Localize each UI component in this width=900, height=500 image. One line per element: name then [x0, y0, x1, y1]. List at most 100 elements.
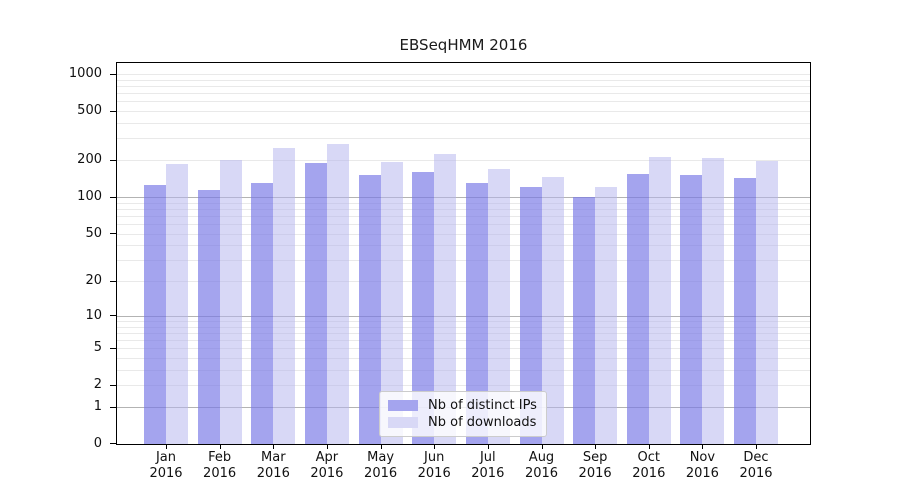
y-tick-label-500: 500 [77, 103, 102, 119]
x-tick-mark-jul [487, 444, 489, 449]
x-tick-label-sep: Sep 2016 [578, 450, 612, 481]
gridline-500 [117, 111, 810, 113]
bar-distinct-ips-oct [626, 174, 649, 444]
gridline-200 [117, 160, 810, 162]
gridline-40 [117, 245, 810, 247]
gridline-decade-100 [117, 197, 810, 198]
y-tick-mark-1 [110, 406, 116, 408]
x-tick-label-feb: Feb 2016 [203, 450, 237, 481]
bar-downloads-may [380, 162, 403, 444]
bar-downloads-jun [434, 153, 457, 444]
bar-downloads-jul [487, 169, 510, 444]
bar-distinct-ips-jul [465, 182, 488, 444]
bar-distinct-ips-mar [251, 183, 274, 444]
gridline-8 [117, 326, 810, 328]
x-tick-label-nov: Nov 2016 [685, 450, 719, 481]
y-tick-mark-50 [110, 233, 116, 235]
bar-downloads-sep [595, 187, 618, 444]
bar-distinct-ips-may [358, 175, 381, 444]
y-tick-label-2: 2 [93, 377, 102, 393]
plot-area: Nb of distinct IPs Nb of downloads [116, 62, 811, 445]
bar-distinct-ips-jan [144, 185, 166, 444]
gridline-1000 [117, 74, 810, 75]
x-tick-label-oct: Oct 2016 [632, 450, 666, 481]
x-tick-mark-apr [326, 444, 328, 449]
x-tick-label-jan: Jan 2016 [149, 450, 183, 481]
bar-downloads-nov [702, 158, 725, 444]
y-tick-mark-5 [110, 347, 116, 349]
gridline-9 [117, 320, 810, 322]
gridline-900 [117, 79, 810, 81]
gridline-600 [117, 101, 810, 103]
y-tick-mark-500 [110, 110, 116, 112]
bar-distinct-ips-jun [412, 172, 435, 444]
y-tick-mark-10 [110, 315, 116, 317]
bar-distinct-ips-sep [573, 197, 596, 444]
gridline-3 [117, 370, 810, 371]
y-tick-mark-100 [110, 196, 116, 198]
legend-label-distinct-ips: Nb of distinct IPs [428, 398, 537, 413]
legend: Nb of distinct IPs Nb of downloads [379, 391, 547, 437]
x-tick-label-jun: Jun 2016 [417, 450, 451, 481]
legend-item-downloads: Nb of downloads [388, 414, 538, 431]
gridline-4 [117, 358, 810, 359]
bar-distinct-ips-apr [304, 163, 327, 444]
bar-downloads-apr [326, 143, 349, 444]
gridline-7 [117, 332, 810, 334]
bar-downloads-aug [541, 176, 564, 444]
x-tick-mark-may [380, 444, 382, 449]
bar-downloads-jan [166, 164, 188, 444]
x-tick-label-jul: Jul 2016 [471, 450, 505, 481]
y-tick-label-10: 10 [85, 307, 102, 323]
gridline-20 [117, 281, 810, 283]
y-tick-mark-20 [110, 280, 116, 282]
x-tick-mark-oct [648, 444, 650, 449]
gridline-70 [117, 215, 810, 217]
legend-swatch-downloads [388, 417, 418, 428]
x-tick-mark-nov [702, 444, 704, 449]
gridline-400 [117, 123, 810, 125]
gridline-700 [117, 93, 810, 95]
y-tick-mark-2 [110, 384, 116, 386]
bar-downloads-feb [219, 160, 242, 444]
x-tick-mark-jun [434, 444, 436, 449]
bar-distinct-ips-dec [734, 177, 756, 444]
gridline-60 [117, 224, 810, 225]
legend-label-downloads: Nb of downloads [428, 415, 537, 430]
gridline-80 [117, 208, 810, 210]
y-tick-label-20: 20 [85, 273, 102, 289]
y-tick-label-1000: 1000 [68, 66, 102, 81]
x-tick-mark-dec [756, 444, 757, 449]
bar-distinct-ips-nov [680, 175, 703, 444]
gridline-90 [117, 202, 810, 204]
x-tick-label-dec: Dec 2016 [739, 450, 773, 481]
x-tick-label-apr: Apr 2016 [310, 450, 344, 481]
x-tick-label-mar: Mar 2016 [256, 450, 290, 481]
y-tick-mark-200 [110, 159, 116, 161]
gridline-300 [117, 138, 810, 140]
bar-downloads-dec [756, 160, 778, 444]
bar-distinct-ips-aug [519, 186, 542, 444]
x-tick-mark-mar [273, 444, 275, 449]
x-tick-label-aug: Aug 2016 [524, 450, 559, 481]
bar-downloads-oct [648, 156, 671, 444]
gridline-30 [117, 260, 810, 262]
x-tick-label-may: May 2016 [364, 450, 398, 481]
y-tick-mark-0 [110, 443, 116, 445]
gridline-2 [117, 385, 810, 387]
x-tick-mark-jan [166, 444, 167, 449]
legend-swatch-distinct-ips [388, 400, 418, 411]
bar-distinct-ips-feb [197, 189, 220, 444]
y-tick-label-5: 5 [93, 340, 102, 356]
x-tick-mark-sep [595, 444, 597, 449]
x-tick-mark-aug [541, 444, 543, 449]
legend-item-distinct-ips: Nb of distinct IPs [388, 397, 538, 414]
gridline-800 [117, 86, 810, 87]
gridline-6 [117, 340, 810, 341]
x-tick-mark-feb [219, 444, 221, 449]
y-tick-label-0: 0 [93, 435, 102, 451]
gridline-50 [117, 233, 810, 235]
y-tick-mark-1000 [110, 73, 116, 75]
y-tick-label-100: 100 [77, 189, 102, 204]
